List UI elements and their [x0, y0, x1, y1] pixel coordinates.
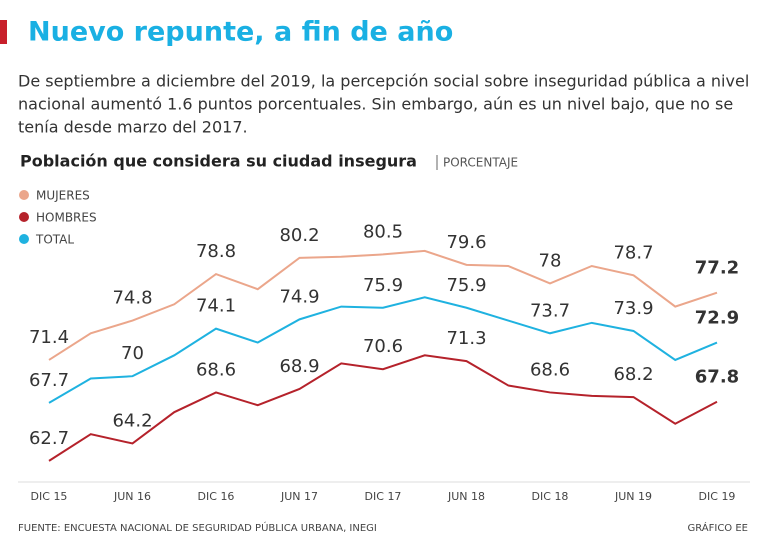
subtitle-line: De septiembre a diciembre del 2019, la p…	[18, 72, 749, 91]
legend-label: TOTAL	[35, 233, 74, 247]
series-line	[48, 296, 718, 404]
value-label: 74.9	[279, 286, 319, 307]
value-label: 71.4	[29, 327, 69, 348]
value-label: 68.6	[530, 359, 570, 380]
value-label: 71.3	[446, 328, 486, 349]
subtitle-line: nacional aumentó 1.6 puntos porcentuales…	[18, 95, 733, 114]
value-label: 73.7	[530, 300, 570, 321]
x-tick-label: JUN 19	[614, 490, 652, 503]
value-label: 67.7	[29, 370, 69, 391]
value-label: 64.2	[112, 410, 152, 431]
value-label: 74.8	[112, 288, 152, 309]
x-tick-label: JUN 16	[113, 490, 151, 503]
series-line	[48, 249, 718, 361]
legend-swatch	[19, 234, 29, 244]
legend-swatch	[19, 190, 29, 200]
legend-swatch	[19, 212, 29, 222]
value-label: 67.8	[695, 367, 739, 388]
x-tick-label: JUN 17	[280, 490, 318, 503]
chart-title: Nuevo repunte, a fin de año	[28, 17, 453, 48]
legend-label: MUJERES	[36, 189, 90, 203]
x-tick-label: DIC 15	[31, 490, 68, 503]
value-label: 80.5	[363, 221, 403, 242]
value-label: 73.9	[613, 298, 653, 319]
value-label: 62.7	[29, 428, 69, 449]
value-label: 79.6	[446, 232, 486, 253]
value-label: 78	[539, 250, 562, 271]
series-line	[48, 354, 718, 462]
value-label: 77.2	[695, 258, 739, 279]
value-label: 68.2	[613, 364, 653, 385]
title-marker	[0, 20, 7, 44]
value-label: 70.6	[363, 336, 403, 357]
unit-label: PORCENTAJE	[443, 156, 518, 170]
value-label: 80.2	[279, 225, 319, 246]
value-label: 70	[121, 343, 144, 364]
subtitle-line: tenía desde marzo del 2017.	[18, 118, 248, 137]
x-tick-label: DIC 17	[365, 490, 402, 503]
value-label: 78.7	[613, 242, 653, 263]
value-label: 68.6	[196, 359, 236, 380]
chart-heading: Población que considera su ciudad insegu…	[20, 152, 417, 171]
value-label: 68.9	[279, 356, 319, 377]
x-tick-label: DIC 18	[532, 490, 569, 503]
x-tick-label: JUN 18	[447, 490, 485, 503]
value-label: 75.9	[446, 275, 486, 296]
x-tick-label: DIC 19	[699, 490, 736, 503]
x-tick-label: DIC 16	[198, 490, 235, 503]
source: FUENTE: ENCUESTA NACIONAL DE SEGURIDAD P…	[18, 521, 377, 534]
credit: GRÁFICO EE	[687, 521, 748, 534]
legend-label: HOMBRES	[36, 211, 97, 225]
value-label: 75.9	[363, 275, 403, 296]
value-label: 74.1	[196, 296, 236, 317]
value-label: 78.8	[196, 241, 236, 262]
value-label: 72.9	[695, 308, 739, 329]
